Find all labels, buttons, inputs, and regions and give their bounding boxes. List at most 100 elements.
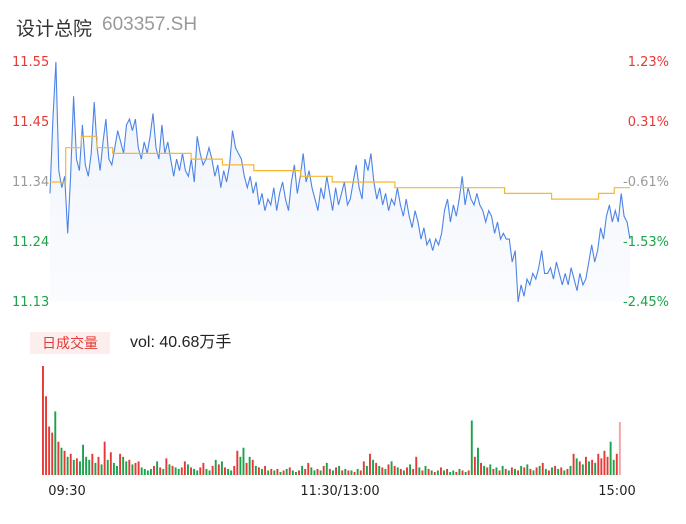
volume-bar bbox=[122, 456, 125, 475]
volume-bar bbox=[489, 464, 492, 475]
volume-tag: 日成交量 bbox=[30, 332, 110, 354]
price-tick-label: 11.13 bbox=[12, 295, 49, 310]
volume-bar bbox=[199, 467, 202, 475]
volume-bar bbox=[196, 470, 199, 475]
volume-bar bbox=[402, 470, 405, 475]
volume-bar bbox=[544, 468, 547, 475]
volume-bar bbox=[85, 456, 88, 475]
volume-bar bbox=[236, 450, 239, 475]
volume-bar bbox=[187, 464, 189, 475]
volume-bar bbox=[504, 468, 507, 475]
volume-bar bbox=[230, 470, 233, 475]
volume-bar bbox=[282, 470, 285, 475]
volume-bar bbox=[547, 470, 550, 475]
volume-bar bbox=[439, 467, 442, 475]
volume-bar bbox=[291, 470, 294, 475]
volume-bar bbox=[88, 459, 91, 475]
average-line bbox=[50, 135, 630, 200]
price-tick-label: 11.24 bbox=[12, 235, 49, 250]
volume-bar bbox=[588, 461, 590, 476]
volume-bar bbox=[609, 441, 612, 475]
volume-bar bbox=[603, 450, 606, 475]
volume-bar bbox=[125, 461, 128, 476]
volume-bar bbox=[427, 468, 430, 475]
volume-bar bbox=[514, 468, 516, 475]
volume-bar bbox=[557, 468, 560, 475]
volume-bar bbox=[572, 453, 575, 475]
volume-bar bbox=[480, 462, 482, 475]
volume-bar bbox=[563, 470, 566, 475]
volume-bar bbox=[501, 465, 504, 475]
volume-bar bbox=[159, 467, 162, 475]
volume-bar bbox=[116, 465, 118, 475]
volume-bar bbox=[338, 465, 341, 475]
volume-bar bbox=[600, 458, 603, 475]
volume-bar bbox=[48, 426, 51, 475]
volume-bar bbox=[381, 467, 384, 475]
volume-bar bbox=[42, 366, 44, 475]
volume-bar bbox=[97, 456, 100, 475]
volume-bar bbox=[483, 465, 486, 475]
volume-bar bbox=[143, 468, 146, 475]
volume-bar bbox=[174, 467, 177, 475]
volume-bar bbox=[443, 470, 445, 475]
volume-bar bbox=[171, 465, 174, 475]
volume-bar bbox=[452, 470, 455, 475]
volume-bar bbox=[54, 411, 57, 475]
volume-bar bbox=[575, 458, 578, 475]
volume-bar bbox=[267, 470, 270, 475]
volume-bar bbox=[75, 458, 78, 475]
volume-bar bbox=[298, 470, 300, 475]
volume-bar bbox=[409, 464, 412, 475]
volume-bar bbox=[208, 470, 211, 475]
volume-bar bbox=[72, 459, 75, 475]
volume-bar bbox=[421, 470, 424, 475]
volume-bar bbox=[91, 453, 94, 475]
volume-bar bbox=[316, 468, 319, 475]
volume-bar bbox=[261, 468, 263, 475]
volume-bar bbox=[541, 462, 544, 475]
volume-bar bbox=[412, 468, 415, 475]
volume-bar bbox=[356, 468, 359, 475]
volume-bar bbox=[470, 420, 473, 475]
volume-bar bbox=[517, 470, 520, 475]
volume-bar bbox=[523, 467, 526, 475]
volume-bar bbox=[618, 422, 621, 475]
stock-name: 设计总院 bbox=[16, 19, 93, 40]
volume-bar bbox=[242, 447, 245, 475]
volume-bar bbox=[433, 471, 436, 475]
volume-bar bbox=[369, 453, 371, 475]
volume-bar bbox=[406, 467, 408, 475]
volume-bar bbox=[162, 468, 165, 475]
volume-bar bbox=[535, 467, 538, 475]
volume-bar bbox=[526, 464, 529, 475]
volume-bar bbox=[94, 462, 97, 475]
percent-tick-label: 0.31% bbox=[628, 115, 669, 130]
volume-bar bbox=[217, 464, 220, 475]
volume-bar bbox=[430, 470, 433, 475]
volume-bar bbox=[569, 465, 572, 475]
volume-bar bbox=[131, 464, 134, 475]
volume-bar bbox=[134, 462, 137, 475]
volume-bar bbox=[214, 459, 217, 475]
volume-bar bbox=[165, 458, 168, 475]
volume-bar bbox=[180, 467, 183, 475]
volume-bar bbox=[193, 468, 196, 475]
volume-bar bbox=[137, 461, 140, 476]
volume-bar bbox=[248, 456, 251, 475]
volume-bar bbox=[353, 471, 356, 475]
volume-bar bbox=[365, 465, 368, 475]
volume-bar bbox=[45, 396, 47, 475]
volume-bar bbox=[362, 461, 365, 476]
volume-bar bbox=[350, 470, 353, 475]
volume-bar bbox=[393, 465, 396, 475]
volume-bar bbox=[294, 471, 297, 475]
volume-bar bbox=[436, 470, 439, 475]
volume-value: vol: 40.68万手 bbox=[130, 334, 232, 351]
volume-bar bbox=[310, 467, 313, 475]
volume-bar bbox=[390, 461, 393, 476]
volume-bar bbox=[202, 462, 205, 475]
volume-bar bbox=[239, 456, 242, 475]
volume-bar bbox=[245, 462, 248, 475]
